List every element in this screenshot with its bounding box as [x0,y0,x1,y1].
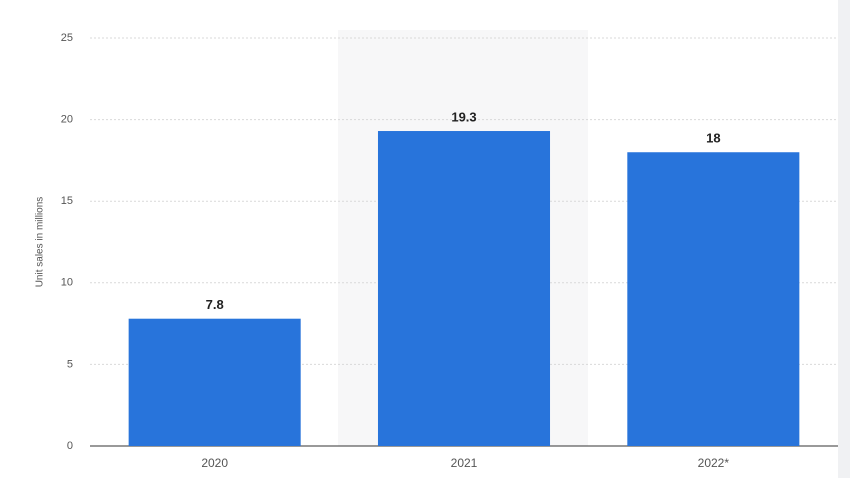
y-tick-label: 0 [67,440,73,452]
bar [377,131,551,447]
y-tick-label: 20 [61,114,73,126]
bar [128,318,301,446]
y-tick-label: 25 [61,32,73,44]
y-tick-label: 15 [61,195,73,207]
y-tick-label: 10 [61,277,73,289]
y-tick-label: 5 [67,358,73,370]
scroll-edge [838,0,850,478]
x-tick-label: 2022* [698,456,730,470]
data-label: 18 [706,131,720,146]
data-label: 19.3 [451,109,476,124]
x-tick-label: 2020 [201,456,228,470]
data-label: 7.8 [206,297,224,312]
bar [627,152,800,447]
y-axis-label: Unit sales in millions [35,197,46,288]
x-tick-label: 2021 [451,456,478,470]
